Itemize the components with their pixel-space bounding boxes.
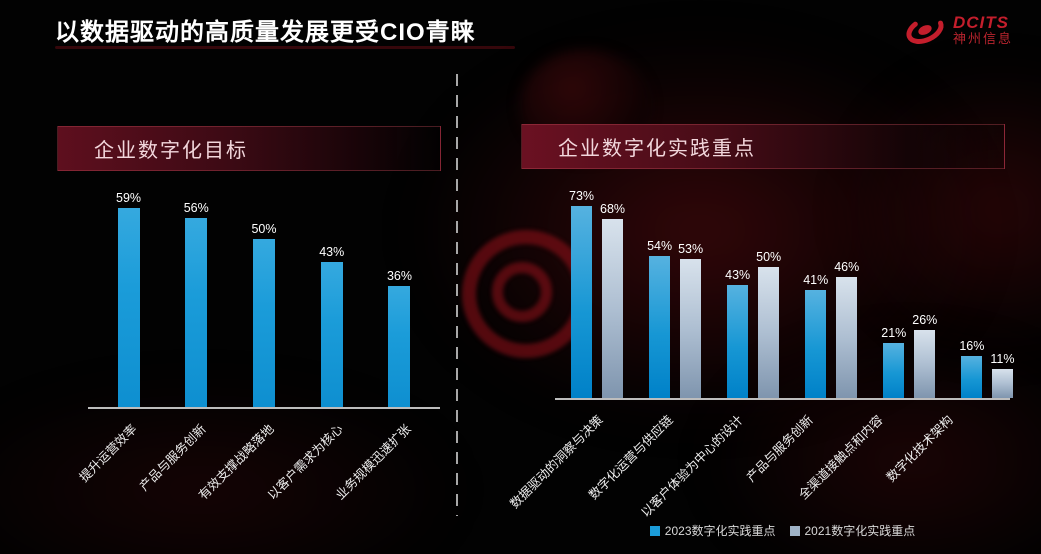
bar <box>758 266 780 398</box>
logo-brand: DCITS <box>952 12 1009 32</box>
goals-bar-chart: 59% 56% 50% 43% 36% <box>88 191 440 409</box>
dcits-logo: DCITS 神州信息 <box>903 10 1013 50</box>
bar-group: 16% 11% <box>959 339 1014 398</box>
bar-column: 46% <box>834 260 859 398</box>
bar <box>117 208 140 407</box>
bar-column: 36% <box>387 269 412 407</box>
bar <box>388 285 411 407</box>
goals-chart-title-banner: 企业数字化目标 <box>57 126 441 171</box>
chart-legend: 2023数字化实践重点 2021数字化实践重点 <box>555 522 1010 539</box>
bar-column: 41% <box>803 273 828 398</box>
bar-value-label: 54% <box>647 239 673 253</box>
bar-column: 11% <box>990 352 1014 398</box>
bar-value-label: 43% <box>319 245 345 260</box>
bar-value-label: 41% <box>803 273 829 288</box>
bar <box>185 218 208 407</box>
bar-group: 54% 53% <box>647 239 703 398</box>
legend-item: 2021数字化实践重点 <box>789 522 916 539</box>
bar-column: 73% <box>569 189 594 398</box>
bar-group: 43% 50% <box>725 249 782 398</box>
bar-value-label: 50% <box>756 249 782 264</box>
bar-column: 21% <box>881 326 906 398</box>
practice-bar-chart: 73% 68% 54% 53% 43% 50% 41% 46% 21% 26% 16% 11% <box>555 189 1014 400</box>
goals-category-labels: 提升运营效率 产品与服务创新 有效支撑战略落地 以客户需求为核心 业务规模迅速扩张 <box>77 413 440 523</box>
bar <box>252 238 275 407</box>
bar <box>914 329 936 398</box>
legend-swatch-icon <box>789 525 800 536</box>
bar-column: 68% <box>600 202 625 398</box>
bar-column: 54% <box>647 239 672 398</box>
category-label: 以客户需求为核心 <box>264 421 346 503</box>
legend-label: 2021数字化实践重点 <box>804 524 916 538</box>
bar-column: 43% <box>725 268 750 398</box>
bar-value-label: 46% <box>834 260 860 274</box>
dcits-swirl-icon <box>906 16 944 44</box>
bar-value-label: 73% <box>569 189 595 203</box>
practice-chart-title-banner: 企业数字化实践重点 <box>521 124 1005 169</box>
background-ring <box>492 262 552 322</box>
bar-value-label: 26% <box>912 312 938 327</box>
bar-column: 53% <box>678 242 703 398</box>
logo-company: 神州信息 <box>952 31 1013 47</box>
bar-value-label: 68% <box>600 202 626 217</box>
bar-value-label: 36% <box>386 268 412 283</box>
logo-text: DCITS 神州信息 <box>952 12 1013 47</box>
bar-value-label: 59% <box>116 191 142 206</box>
bar <box>727 284 749 398</box>
bar-group: 21% 26% <box>881 313 937 398</box>
bar <box>961 355 983 398</box>
bar-column: 16% <box>959 339 984 398</box>
legend-label: 2023数字化实践重点 <box>664 524 776 538</box>
bar-group: 41% 46% <box>803 260 859 398</box>
bar-value-label: 56% <box>183 201 209 216</box>
page-title: 以数据驱动的高质量发展更受CIO青睐 <box>55 19 476 46</box>
category-label: 产品与服务创新 <box>136 421 209 494</box>
bar-value-label: 53% <box>678 241 704 256</box>
bar-value-label: 11% <box>990 352 1015 367</box>
legend-item: 2023数字化实践重点 <box>649 522 776 539</box>
bar <box>571 206 593 398</box>
bar <box>602 219 624 398</box>
category-label: 有效支撑战略落地 <box>196 421 277 503</box>
goals-chart-title: 企业数字化目标 <box>94 140 248 162</box>
category-label: 提升运营效率 <box>76 421 140 485</box>
bar <box>991 369 1013 398</box>
panel-divider <box>456 74 458 516</box>
bar-value-label: 43% <box>725 267 751 282</box>
title-underline <box>55 46 515 49</box>
bar-column: 56% <box>184 201 209 407</box>
practice-chart-title: 企业数字化实践重点 <box>558 138 756 160</box>
bar <box>649 256 671 398</box>
bar-value-label: 21% <box>881 325 907 340</box>
bar <box>320 262 343 407</box>
bar-column: 50% <box>251 221 277 407</box>
practice-category-labels: 数据驱动的洞察与决策 数字化运营与供应链 以客户体验为中心的设计 产品与服务创新 全渠道… <box>507 404 1010 520</box>
bar <box>680 258 702 398</box>
legend-swatch-icon <box>649 525 660 536</box>
bar-value-label: 16% <box>959 338 985 353</box>
category-label: 业务规模迅速扩张 <box>333 421 414 503</box>
bar <box>805 290 827 398</box>
bar-column: 50% <box>756 249 782 398</box>
bar <box>836 277 858 398</box>
bar-value-label: 50% <box>251 221 277 236</box>
bar-column: 26% <box>912 313 937 398</box>
bar-column: 43% <box>319 245 344 407</box>
bar-column: 59% <box>116 191 141 407</box>
bar-group: 73% 68% <box>569 189 625 398</box>
bar <box>883 342 905 398</box>
